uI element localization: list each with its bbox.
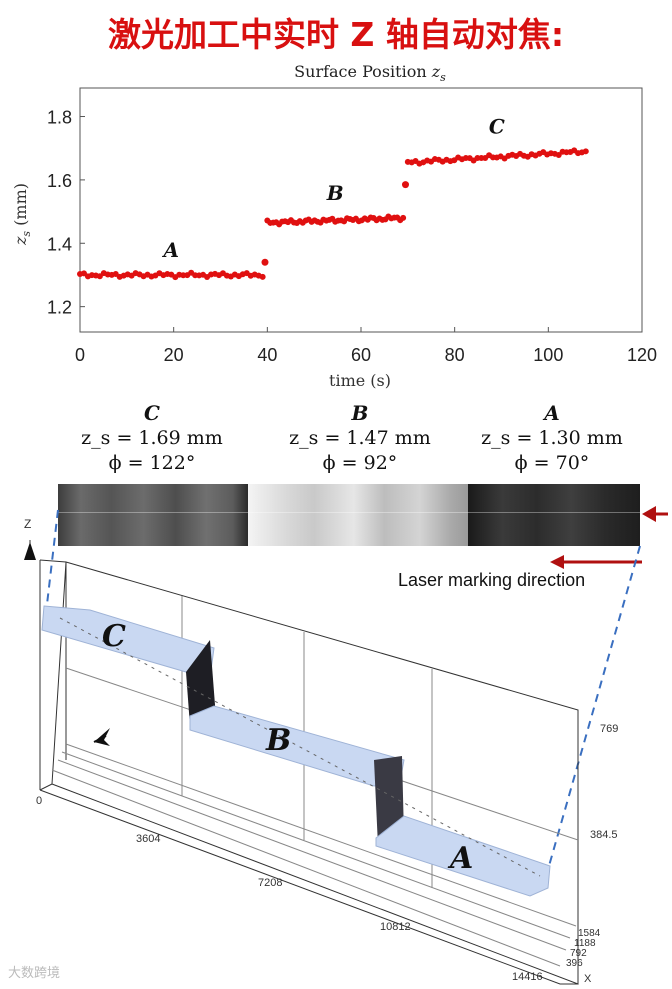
x-tick-label-2: 40 [257, 345, 277, 365]
y-tick-label-3: 1.8 [47, 108, 72, 128]
x-axis-label: time (s) [329, 371, 391, 390]
right-ticks: 769 384.5 [590, 723, 618, 841]
annotation-b-zs: z_s = 1.47 mm [289, 427, 431, 449]
surface-c [41, 605, 215, 679]
chart-plot: 0 20 40 60 80 100 120 1.2 1.4 1.6 1.8 A B C time (s… [11, 87, 657, 390]
annotation-b-phi: ϕ = 92° [322, 452, 398, 474]
laser-arrowhead-upper [642, 506, 656, 522]
y-axis-label-var: z [11, 236, 30, 246]
x-tick-label-0: 0 [75, 345, 85, 365]
y-axis-label: zs (mm) [11, 183, 33, 246]
annotation-c-zs: z_s = 1.69 mm [81, 427, 223, 449]
chart-title: Surface Position zs [200, 62, 540, 84]
left-tick-2: 7208 [258, 877, 282, 889]
surface-b [189, 705, 405, 787]
annotation-c-phi: ϕ = 122° [108, 452, 196, 474]
strip-zone-a [468, 484, 640, 546]
y-ticks: 1.2 1.4 1.6 1.8 [47, 108, 85, 318]
segment-labels: A B C [162, 114, 505, 262]
direction-arrow-shaft [93, 735, 107, 743]
left-tick-3: 10812 [380, 921, 411, 933]
3d-surface-diagram: C B A Z 0 3604 7208 10812 14416 769 384.… [24, 506, 668, 985]
x-tick-label-5: 100 [533, 345, 563, 365]
axis-box [29, 540, 579, 985]
y-tick-0: 1584 [578, 928, 601, 939]
strip-zone-c [58, 484, 248, 546]
right-tick-0: 769 [600, 723, 618, 735]
z-axis: Z [24, 517, 36, 560]
grid-floor-2 [57, 759, 567, 951]
strip-mark-line [58, 512, 640, 513]
data-points [77, 147, 589, 281]
left-tick-0: 0 [36, 795, 42, 807]
laser-arrows [550, 506, 668, 569]
left-ticks: 0 3604 7208 10812 14416 [36, 795, 543, 983]
data-point-140 [582, 148, 589, 155]
z-axis-arrow [24, 542, 36, 560]
annotation-b-zone: B [351, 401, 369, 425]
x-ticks: 0 20 40 60 80 100 120 [75, 327, 657, 365]
laser-arrowhead-lower [550, 555, 564, 569]
annotation-a-zs: z_s = 1.30 mm [481, 427, 623, 449]
surface-mark-line [59, 617, 541, 877]
grid-floor-1 [51, 769, 561, 967]
x-tick-label-1: 20 [164, 345, 184, 365]
data-point-142 [401, 181, 409, 189]
strip-zone-b [248, 484, 468, 546]
laser-direction-label: Laser marking direction [398, 570, 586, 590]
x-tick-label-6: 120 [627, 345, 657, 365]
segment-label-c: C [489, 114, 505, 138]
box-floor-front [39, 789, 578, 985]
surface-steps [41, 605, 551, 897]
y-ticks-3d: 1584 1188 792 396 [566, 928, 601, 969]
annotation-a-zone: A [544, 401, 560, 425]
y-tick-label-1: 1.4 [47, 234, 72, 254]
diagram-label-c: C [102, 619, 126, 654]
x-tick-label-3: 60 [351, 345, 371, 365]
y-tick-1: 1188 [574, 938, 596, 949]
segment-label-b: B [326, 181, 344, 205]
data-point-141 [261, 258, 269, 266]
annotation-b: B z_s = 1.47 mm ϕ = 92° [270, 401, 450, 476]
data-point-93 [400, 214, 407, 221]
dash-right [544, 545, 641, 881]
y-tick-2: 792 [570, 948, 587, 959]
annotation-c: C z_s = 1.69 mm ϕ = 122° [62, 401, 242, 476]
diagram-label-b: B [265, 723, 291, 758]
y-tick-3: 396 [566, 958, 583, 969]
annotation-a-phi: ϕ = 70° [514, 452, 590, 474]
marking-strip-photo [58, 484, 640, 546]
box-top-left [39, 559, 67, 563]
grid-floor-3 [61, 751, 571, 939]
diagram-label-a: A [447, 841, 473, 876]
box-left-back [39, 783, 53, 791]
watermark: 大数跨境 [8, 966, 61, 981]
step-c-b [186, 640, 216, 726]
x-axis-label-3d: X [584, 973, 592, 985]
data-point-46 [259, 273, 266, 280]
y-axis-label-unit: (mm) [11, 183, 30, 231]
chart-title-text: Surface Position [294, 62, 432, 81]
left-tick-1: 3604 [136, 833, 160, 845]
plot-frame [79, 87, 643, 333]
segment-label-a: A [162, 238, 180, 262]
annotation-c-zone: C [144, 401, 160, 425]
surface-a [375, 815, 551, 897]
grid-floor-4 [65, 743, 577, 927]
z-axis-label: Z [24, 517, 31, 531]
y-tick-label-2: 1.6 [47, 171, 72, 191]
annotation-a: A z_s = 1.30 mm ϕ = 70° [462, 401, 642, 476]
chart-title-var: z [431, 62, 441, 81]
y-axis-label-sub: s [20, 231, 33, 237]
page-title: 激光加工中实时 Z 轴自动对焦: [107, 15, 565, 54]
left-tick-4: 14416 [512, 971, 543, 983]
chart-title-sub: s [440, 71, 446, 85]
x-tick-label-4: 80 [445, 345, 465, 365]
y-tick-label-0: 1.2 [47, 298, 72, 318]
right-tick-1: 384.5 [590, 829, 618, 841]
